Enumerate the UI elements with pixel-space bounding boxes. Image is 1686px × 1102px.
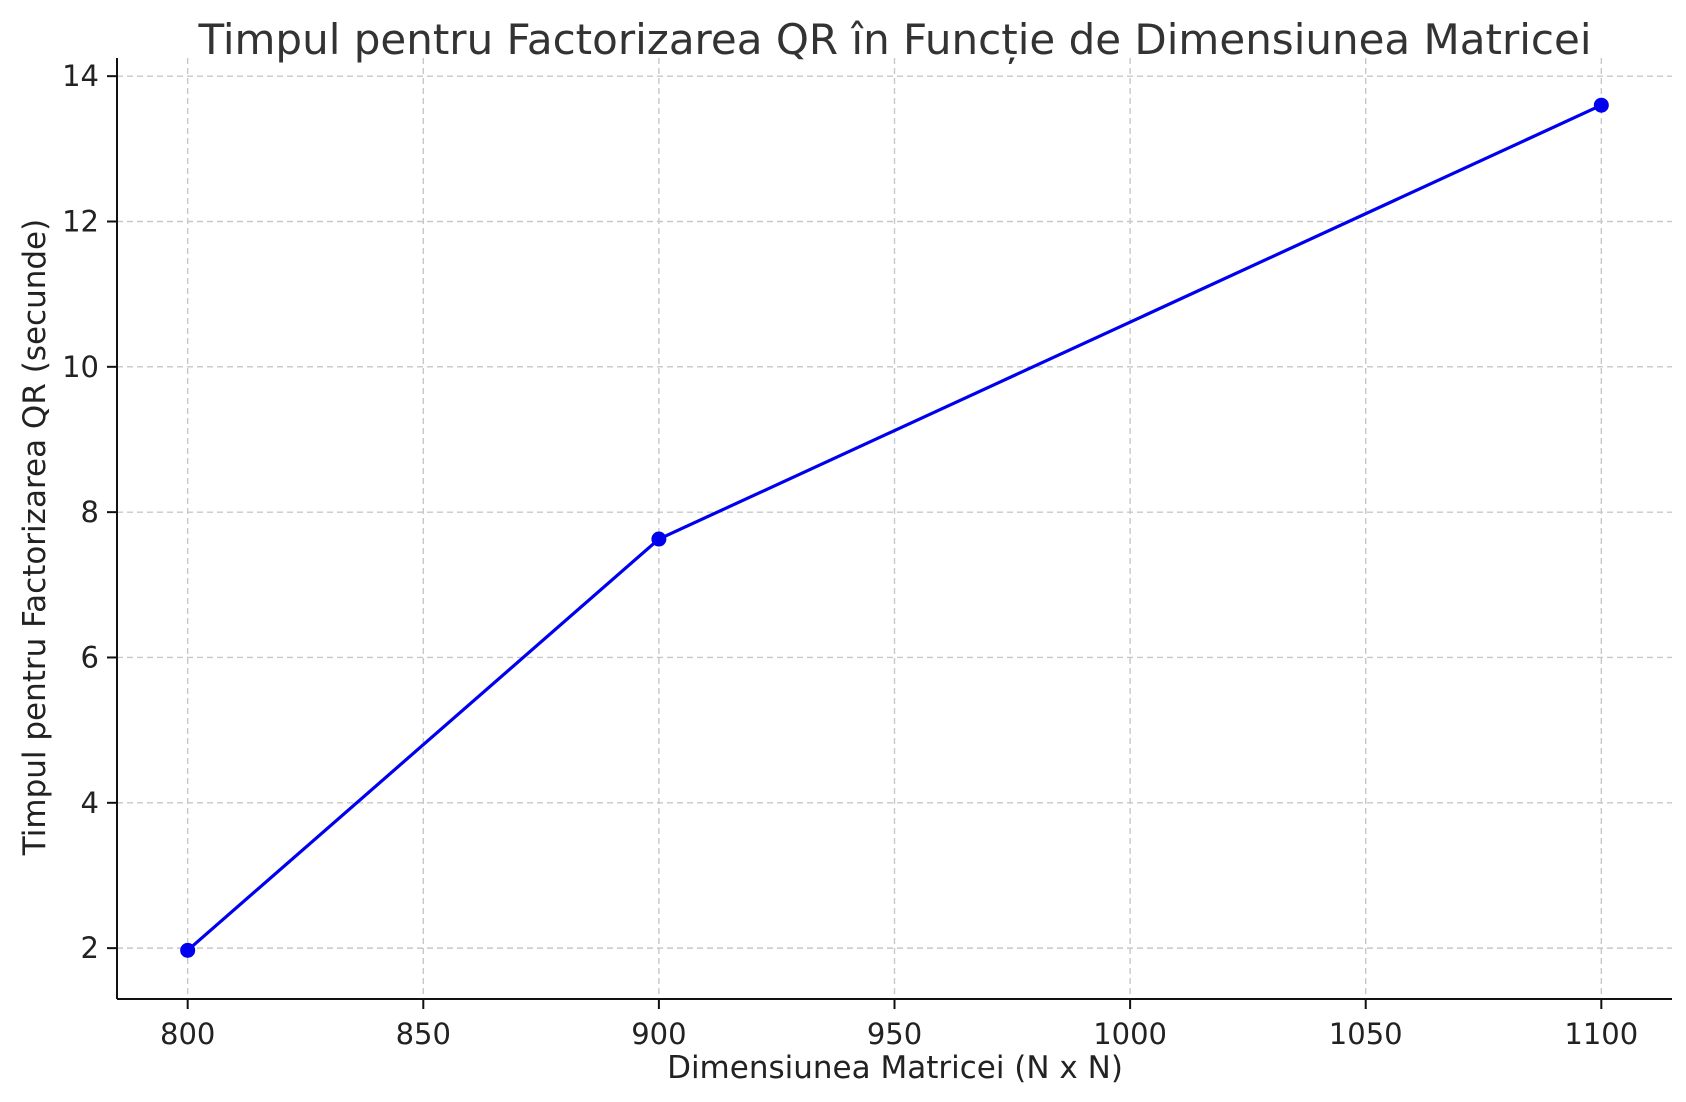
ticks: 800 850 900 950 1000 1050 1100 2 4 6 8 10 12 14 <box>62 59 1638 1051</box>
y-tick-label: 14 <box>62 59 99 93</box>
y-tick-label: 8 <box>81 495 99 529</box>
y-tick-label: 2 <box>81 931 99 965</box>
y-tick-label: 10 <box>62 350 99 384</box>
data-point <box>1593 97 1609 113</box>
data-point <box>180 942 196 958</box>
axes <box>116 58 1672 1000</box>
y-axis-label: Timpul pentru Factorizarea QR (secunde) <box>17 219 53 856</box>
data-point <box>651 531 667 547</box>
y-tick-label: 4 <box>81 786 99 820</box>
x-tick-label: 950 <box>867 1017 922 1051</box>
x-tick-label: 1100 <box>1564 1017 1638 1051</box>
chart-title: Timpul pentru Factorizarea QR în Funcție… <box>197 15 1591 64</box>
y-tick-label: 12 <box>62 204 99 238</box>
x-tick-label: 1050 <box>1329 1017 1403 1051</box>
y-tick-label: 6 <box>81 640 99 674</box>
x-tick-label: 1000 <box>1093 1017 1167 1051</box>
x-axis-label: Dimensiunea Matricei (N x N) <box>667 1050 1123 1086</box>
x-tick-label: 850 <box>396 1017 451 1051</box>
grid <box>117 58 1672 999</box>
x-tick-label: 800 <box>160 1017 215 1051</box>
x-tick-label: 900 <box>631 1017 686 1051</box>
series <box>180 97 1609 958</box>
